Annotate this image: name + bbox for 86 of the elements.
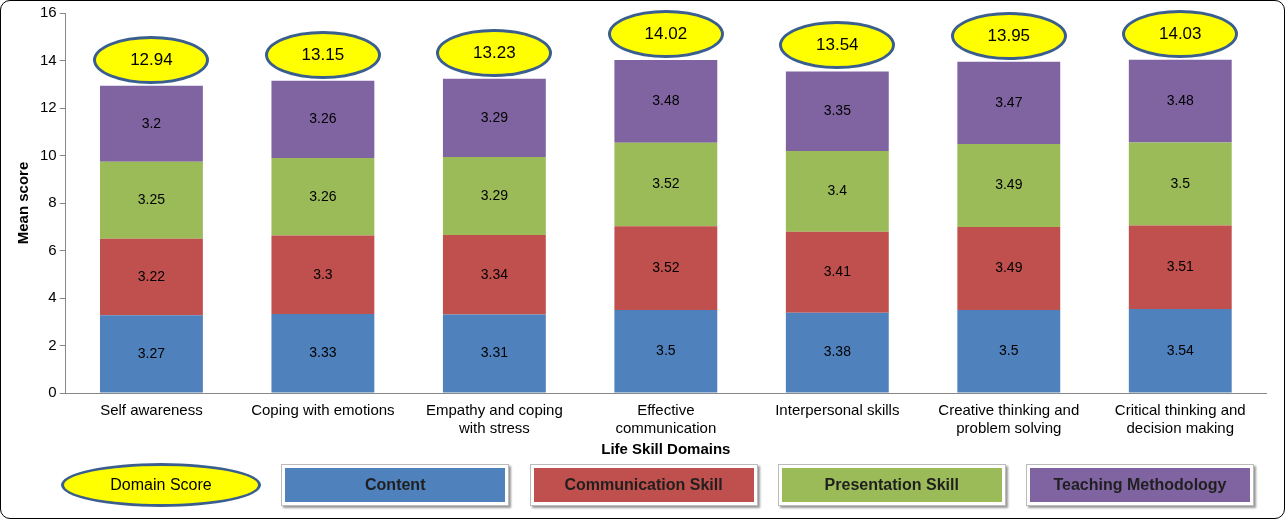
data-label: 3.31 bbox=[480, 344, 509, 361]
data-label: 3.5 bbox=[656, 342, 676, 359]
text: Content bbox=[285, 468, 506, 502]
y-tick-label: 14 bbox=[40, 50, 57, 68]
data-label: 3.25 bbox=[137, 191, 166, 208]
bar bbox=[442, 235, 546, 315]
data-label: 3.47 bbox=[995, 93, 1023, 110]
data-label: 3.49 bbox=[995, 259, 1023, 276]
bar bbox=[614, 309, 718, 393]
bar bbox=[785, 71, 889, 151]
bar bbox=[957, 309, 1061, 393]
bar bbox=[785, 312, 889, 393]
data-label: 3.2 bbox=[141, 114, 162, 131]
x-tick-label: Critical thinking and decision making bbox=[1114, 401, 1246, 437]
x-tick-label: Coping with emotions bbox=[251, 401, 395, 419]
x-tick-label: Empathy and coping with stress bbox=[425, 401, 563, 437]
bar bbox=[1128, 225, 1232, 309]
bar bbox=[785, 231, 889, 313]
data-label: 3.27 bbox=[137, 344, 166, 361]
oval-badge: Domain Score bbox=[61, 463, 261, 507]
data-label: 3.33 bbox=[309, 344, 337, 361]
bar bbox=[99, 161, 203, 239]
data-label: 3.35 bbox=[823, 102, 852, 119]
data-label: 3.48 bbox=[1166, 91, 1195, 108]
y-axis-title: Mean score bbox=[14, 161, 32, 245]
bar bbox=[442, 78, 546, 157]
data-label: 3.26 bbox=[309, 187, 337, 204]
bar bbox=[1128, 308, 1232, 393]
bar bbox=[614, 142, 718, 227]
bar bbox=[271, 235, 375, 314]
x-tick-label: Self awareness bbox=[100, 401, 203, 419]
y-tick-label: 12 bbox=[40, 98, 57, 116]
bar bbox=[271, 158, 375, 236]
data-label: 3.5 bbox=[1170, 174, 1191, 191]
data-label: 3.49 bbox=[995, 176, 1023, 193]
data-label: 3.29 bbox=[480, 186, 509, 203]
bar bbox=[99, 85, 203, 162]
oval-badge: 13.95 bbox=[950, 11, 1067, 60]
text: Communication Skill bbox=[533, 468, 754, 502]
x-axis-title: Life Skill Domains bbox=[601, 440, 731, 458]
data-label: 3.48 bbox=[652, 92, 680, 109]
oval-badge: 13.54 bbox=[779, 21, 896, 70]
data-label: 3.34 bbox=[480, 265, 509, 282]
x-tick-label: Effective communication bbox=[615, 401, 717, 437]
data-label: 3.4 bbox=[827, 182, 848, 199]
data-label: 3.29 bbox=[480, 108, 509, 125]
x-tick-label: Creative thinking and problem solving bbox=[938, 401, 1080, 437]
y-tick-label: 6 bbox=[48, 240, 57, 258]
data-label: 3.22 bbox=[137, 267, 166, 284]
bar bbox=[1128, 142, 1232, 226]
y-tick-label: 10 bbox=[40, 145, 57, 163]
x-tick-label: Interpersonal skills bbox=[775, 401, 900, 419]
data-label: 3.41 bbox=[823, 263, 852, 280]
bar bbox=[271, 313, 375, 393]
data-label: 3.3 bbox=[313, 265, 333, 282]
data-label: 3.54 bbox=[1166, 341, 1195, 358]
data-label: 3.38 bbox=[823, 343, 852, 360]
bar bbox=[1128, 59, 1232, 143]
bar bbox=[957, 144, 1061, 227]
data-label: 3.51 bbox=[1166, 258, 1195, 275]
oval-badge: 14.03 bbox=[1122, 9, 1239, 58]
y-tick-label: 0 bbox=[48, 383, 57, 401]
bar bbox=[614, 60, 718, 143]
text: Teaching Methodology bbox=[1030, 468, 1250, 502]
oval-badge: 13.15 bbox=[264, 30, 381, 79]
bar bbox=[99, 315, 203, 393]
y-tick-label: 8 bbox=[48, 193, 57, 211]
oval-badge: 13.23 bbox=[436, 28, 553, 77]
data-label: 3.5 bbox=[999, 342, 1019, 359]
data-label: 3.52 bbox=[652, 258, 680, 275]
bar bbox=[271, 80, 375, 159]
bar bbox=[614, 226, 718, 310]
bar bbox=[957, 226, 1061, 310]
y-tick-label: 2 bbox=[48, 335, 57, 353]
text: Presentation Skill bbox=[781, 468, 1002, 502]
bar bbox=[442, 314, 546, 393]
y-tick-label: 16 bbox=[40, 3, 57, 21]
data-label: 3.52 bbox=[652, 175, 680, 192]
bar bbox=[442, 156, 546, 236]
data-label: 3.26 bbox=[309, 110, 337, 127]
bar bbox=[957, 61, 1061, 145]
oval-badge: 12.94 bbox=[93, 35, 210, 84]
oval-badge: 14.02 bbox=[607, 10, 724, 58]
bar bbox=[785, 150, 889, 232]
y-tick-label: 4 bbox=[48, 288, 57, 306]
bar bbox=[99, 238, 203, 316]
